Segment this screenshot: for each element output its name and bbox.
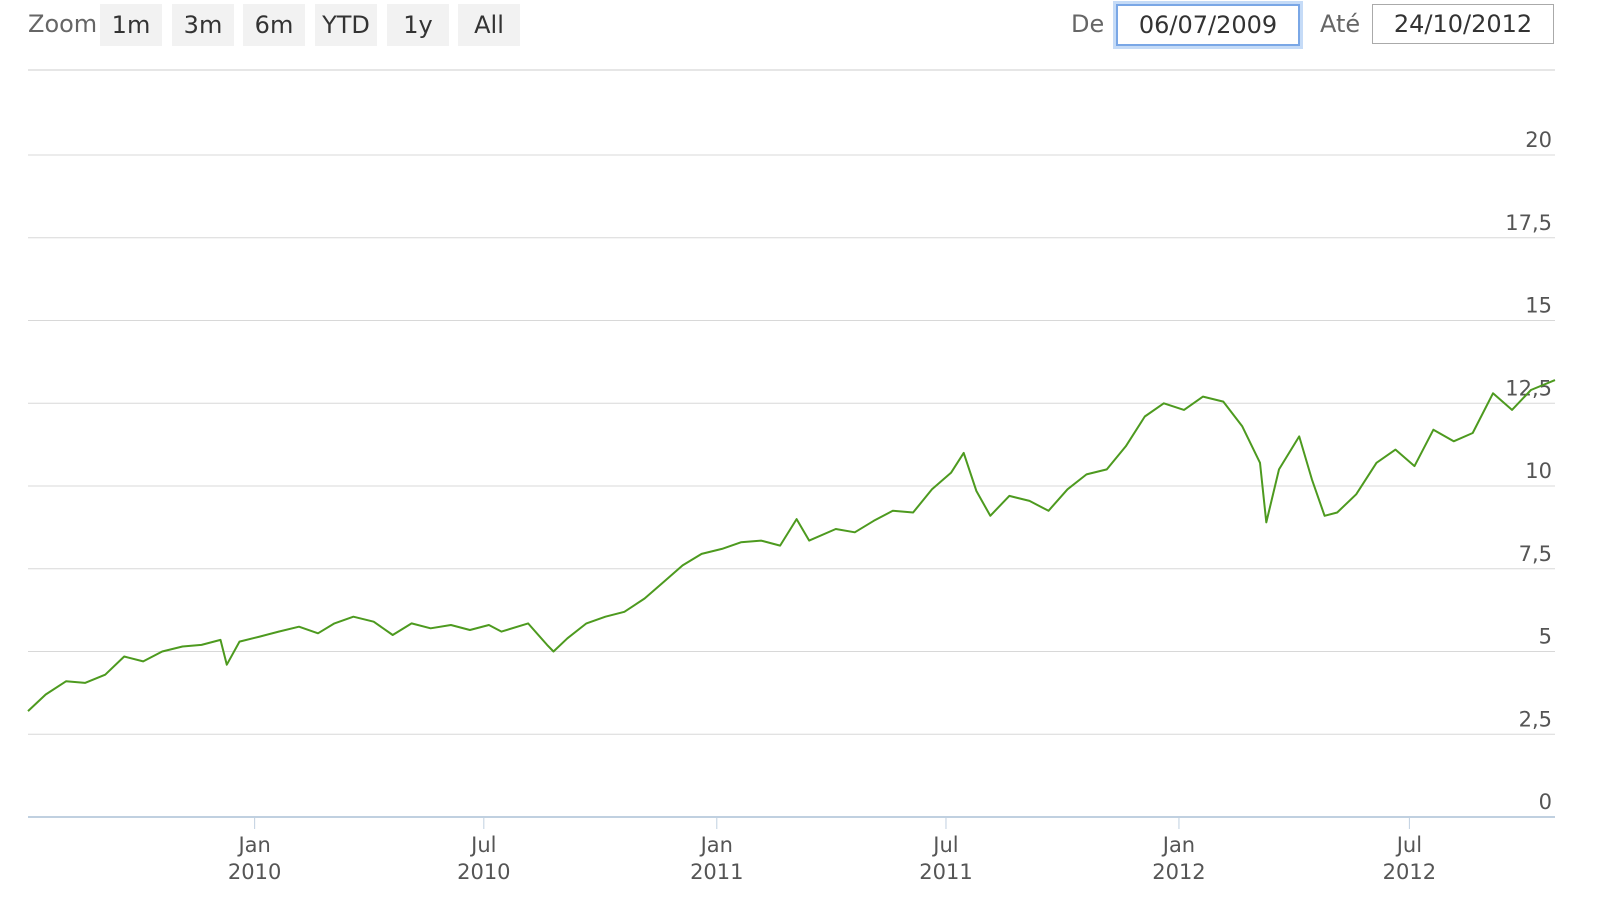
x-tick-year-label: 2011 (690, 860, 743, 884)
range-toolbar: Zoom 1m 3m 6m YTD 1y All De Até (0, 0, 1624, 60)
x-tick-year-label: 2011 (919, 860, 972, 884)
x-tick-month-label: Jan (1161, 833, 1195, 857)
y-tick-label: 15 (1525, 294, 1552, 318)
y-tick-label: 5 (1539, 625, 1552, 649)
zoom-6m-button[interactable]: 6m (243, 4, 305, 46)
from-label: De (1071, 10, 1105, 38)
zoom-1m-button[interactable]: 1m (100, 4, 162, 46)
y-tick-label: 7,5 (1519, 542, 1552, 566)
y-tick-label: 20 (1525, 128, 1552, 152)
to-label: Até (1320, 10, 1361, 38)
x-tick-month-label: Jan (236, 833, 270, 857)
grid-lines (28, 154, 1555, 818)
series-line (27, 379, 1556, 712)
x-axis: Jan 2010 Jul 2010 Jan 2011 Jul 2011 Jan 2012 Jul 20… (228, 817, 1436, 884)
x-tick-year-label: 2010 (228, 860, 281, 884)
x-tick-year-label: 2010 (457, 860, 510, 884)
x-tick-month-label: Jul (931, 833, 958, 857)
to-date-input[interactable] (1372, 4, 1554, 44)
x-tick-month-label: Jan (699, 833, 733, 857)
y-tick-label: 17,5 (1505, 211, 1552, 235)
zoom-ytd-button[interactable]: YTD (315, 4, 377, 46)
y-tick-label: 2,5 (1519, 707, 1552, 731)
zoom-1y-button[interactable]: 1y (387, 4, 449, 46)
y-tick-label: 12,5 (1505, 376, 1552, 400)
zoom-3m-button[interactable]: 3m (172, 4, 234, 46)
y-axis: 0 2,5 5 7,5 10 12,5 15 17,5 20 (1505, 128, 1552, 814)
zoom-all-button[interactable]: All (458, 4, 520, 46)
from-date-input[interactable] (1116, 4, 1300, 46)
y-tick-label: 10 (1525, 459, 1552, 483)
zoom-label: Zoom (28, 10, 98, 38)
x-tick-month-label: Jul (1395, 833, 1422, 857)
x-tick-year-label: 2012 (1152, 860, 1205, 884)
y-tick-label: 0 (1539, 790, 1552, 814)
x-tick-year-label: 2012 (1383, 860, 1436, 884)
x-tick-month-label: Jul (469, 833, 496, 857)
